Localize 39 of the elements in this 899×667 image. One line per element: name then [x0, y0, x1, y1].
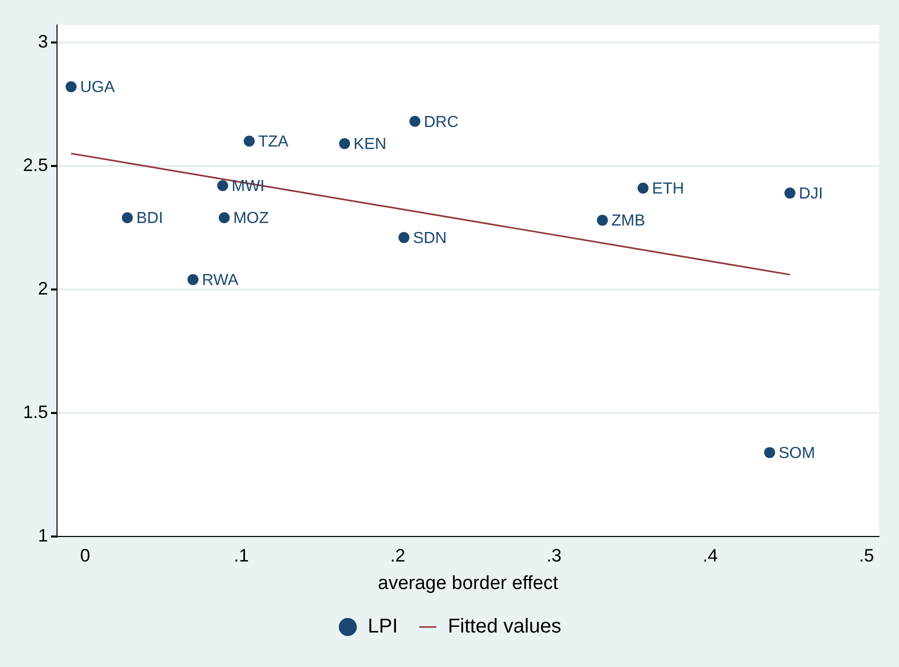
annotation: TZA	[258, 134, 289, 151]
annotation: SDN	[412, 230, 447, 247]
point	[217, 180, 228, 192]
legend-label: Fitted values	[448, 616, 562, 638]
annotation: MOZ	[233, 210, 270, 228]
annotation: BDI	[136, 210, 164, 228]
point	[339, 138, 350, 150]
point	[244, 136, 255, 147]
point	[218, 212, 230, 224]
annotation: ETH	[652, 180, 684, 198]
point	[122, 212, 133, 224]
x-axis-title: average border effect	[378, 572, 559, 594]
point	[764, 447, 776, 458]
point	[187, 274, 198, 286]
annotation: UGA	[80, 79, 116, 96]
point	[398, 232, 410, 244]
annotation: ZMB	[611, 212, 646, 230]
point	[409, 116, 420, 127]
y-tick-label: 2.5	[22, 154, 48, 175]
x-tick-label: .5	[858, 545, 874, 566]
annotation: DJI	[798, 185, 823, 202]
y-tick-label: 1.5	[22, 402, 48, 422]
point	[784, 188, 796, 199]
x-tick-label: .4	[702, 545, 718, 566]
y-tick-label: 1	[38, 526, 48, 546]
x-tick-label: 0	[80, 545, 90, 566]
y-tick-label: 2	[38, 278, 48, 298]
x-tick-label: .1	[234, 545, 249, 566]
x-tick-label: .2	[390, 545, 406, 566]
y-tick-label: 3	[38, 31, 48, 52]
annotation: SOM	[778, 444, 816, 462]
point	[596, 214, 608, 226]
annotation: DRC	[424, 114, 459, 131]
annotation: RWA	[202, 272, 239, 289]
point	[638, 182, 649, 194]
annotation: KEN	[354, 136, 386, 154]
legend-label: LPI	[368, 616, 398, 638]
point	[66, 81, 77, 92]
x-tick-label: .3	[546, 545, 562, 566]
